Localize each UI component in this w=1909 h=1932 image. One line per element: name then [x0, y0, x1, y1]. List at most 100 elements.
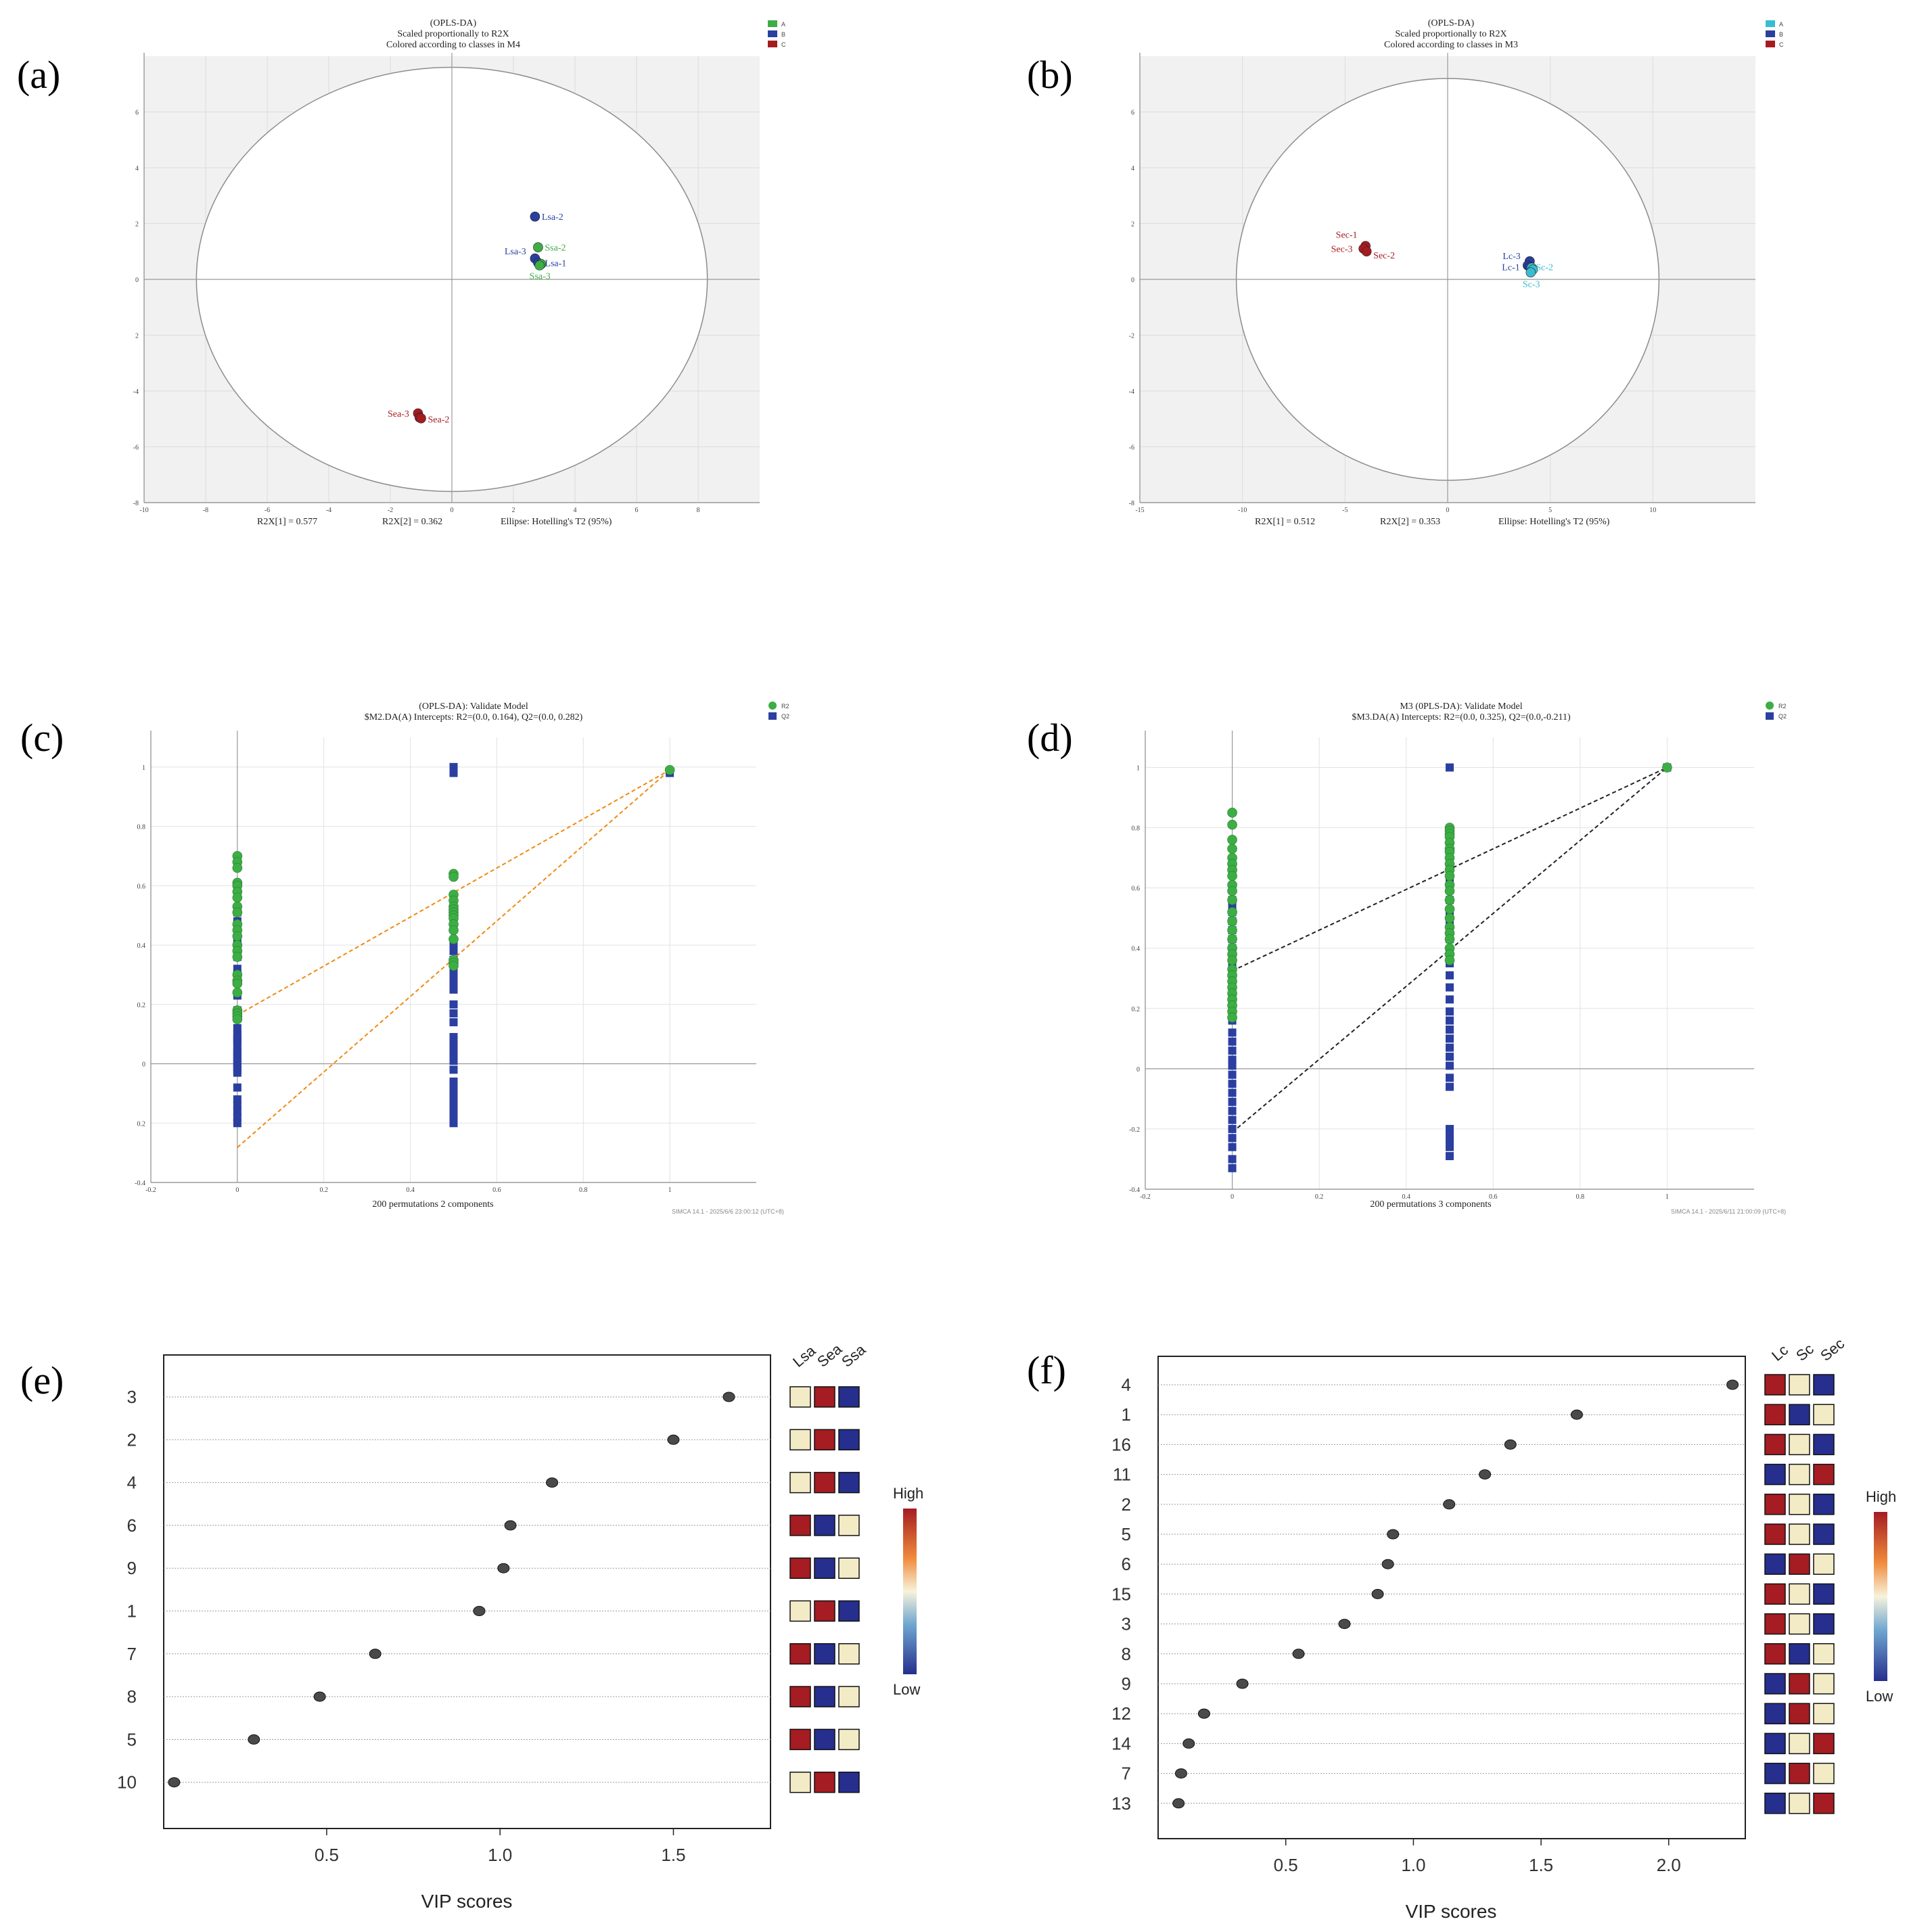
y-tick-label: 4 — [135, 165, 139, 172]
y-tick-label: 0.4 — [137, 942, 146, 950]
panel-c-legend: R2 Q2 — [768, 702, 789, 720]
q2-point — [233, 1068, 242, 1077]
panel-c-points — [232, 762, 675, 1128]
heat-cell — [1764, 1762, 1786, 1785]
panel-a-points: Lsa-2 Ssa-2 Lsa-3 Lsa-1 Ssa-3 Sea-3 Sea-2 — [388, 211, 566, 425]
r2-point — [232, 1014, 243, 1025]
q2-point — [1446, 1043, 1454, 1052]
panel-a-title-2: Scaled proportionally to R2X — [397, 29, 509, 39]
feature-label: 7 — [1122, 1764, 1131, 1784]
feature-label: 8 — [127, 1686, 137, 1707]
panel-d-xlabel: 200 permutations 3 components — [1370, 1199, 1491, 1210]
panel-e-color-bar — [903, 1509, 917, 1674]
feature-label: 1 — [127, 1601, 137, 1622]
panel-d-title-2: $M3.DA(A) Intercepts: R2=(0.0, 0.325), Q… — [1352, 712, 1571, 722]
x-tick-label: -0.2 — [1140, 1193, 1151, 1201]
x-tick-label: 1.0 — [488, 1845, 512, 1865]
heat-cell — [789, 1386, 811, 1408]
vip-point — [313, 1691, 326, 1702]
r2-point — [1444, 895, 1455, 905]
vip-point — [546, 1477, 559, 1488]
panel-label-f: (f) — [1027, 1348, 1066, 1392]
q2-point — [449, 768, 458, 777]
q2-point — [1228, 1134, 1237, 1143]
data-point — [1361, 246, 1372, 257]
heat-cell — [1789, 1793, 1810, 1814]
heat-cell — [1813, 1463, 1835, 1486]
heat-cell — [814, 1686, 835, 1707]
heat-cell — [1764, 1463, 1786, 1486]
q2-point — [1228, 1164, 1237, 1172]
feature-label: 5 — [1122, 1524, 1131, 1544]
panel-b-score-plot: (OPLS-DA) Scaled proportionally to R2X C… — [1129, 18, 1784, 527]
x-tick-label: 1.5 — [661, 1845, 685, 1865]
heat-cell — [1813, 1374, 1835, 1396]
vip-point — [1570, 1409, 1583, 1420]
panel-label-b: (b) — [1027, 53, 1073, 97]
panel-f-legend-high: High — [1866, 1488, 1896, 1505]
legend-label-r2: R2 — [781, 703, 789, 710]
heat-cell — [789, 1600, 811, 1622]
x-tick-label: 2 — [512, 507, 515, 514]
x-tick-label: 0.5 — [315, 1845, 339, 1865]
y-tick-label: -0.4 — [135, 1180, 145, 1187]
q2-point — [449, 1065, 458, 1074]
vip-point — [667, 1434, 680, 1445]
r2-point — [1444, 934, 1455, 944]
data-point — [1525, 267, 1536, 277]
legend-label-b: B — [781, 31, 785, 38]
panel-e-x-axis: 0.5 1.0 1.5 — [315, 1828, 686, 1865]
legend-swatch-r2 — [768, 702, 777, 710]
x-tick-label: 0.2 — [1315, 1193, 1324, 1201]
legend-swatch-b — [768, 30, 777, 37]
legend-label-a: A — [1779, 21, 1783, 28]
q2-point — [1446, 1152, 1454, 1161]
panel-f-legend-low: Low — [1866, 1688, 1893, 1705]
panel-d-axes: -0.2 0 0.2 0.4 0.6 0.8 1-0.4-0.200.20.40.60.81 — [1129, 731, 1754, 1201]
vip-point — [722, 1392, 735, 1402]
r2-point — [448, 925, 459, 936]
r2-point — [1227, 808, 1237, 818]
q2-point — [449, 1119, 458, 1128]
y-tick-label: -2 — [1129, 333, 1134, 340]
feature-label: 6 — [1122, 1554, 1131, 1574]
panel-f-xlabel: VIP scores — [1406, 1901, 1497, 1922]
point-label: Sc-3 — [1523, 280, 1540, 290]
vip-point — [1443, 1499, 1456, 1510]
legend-label-b: B — [1779, 31, 1783, 38]
data-point — [416, 413, 426, 423]
r2-point — [1227, 886, 1237, 896]
panel-f-col-sec: Sec — [1817, 1335, 1847, 1364]
heat-cell — [1789, 1404, 1810, 1425]
heat-cell — [1764, 1404, 1786, 1425]
r2-point — [232, 931, 243, 942]
heat-cell — [814, 1771, 835, 1793]
y-tick-label: 0 — [142, 1061, 145, 1069]
heat-cell — [814, 1386, 835, 1408]
legend-swatch-q2 — [1766, 712, 1774, 720]
panel-e-col-ssa: Ssa — [838, 1341, 869, 1371]
legend-label-c: C — [1779, 41, 1784, 48]
point-label: Sec-2 — [1373, 251, 1395, 261]
heat-cell — [1789, 1762, 1810, 1785]
panel-e-rows: 3 2 4 6 9 1 7 8 5 10 — [117, 1387, 770, 1793]
x-tick-label: 0 — [235, 1187, 239, 1194]
heat-cell — [1789, 1583, 1810, 1605]
q2-point — [1228, 1061, 1237, 1070]
r2-point — [1444, 955, 1455, 965]
panel-label-a: (a) — [17, 53, 60, 97]
heat-cell — [838, 1557, 860, 1579]
y-tick-label: -6 — [133, 444, 139, 452]
feature-label: 6 — [127, 1515, 137, 1536]
y-tick-label: 0.6 — [137, 883, 146, 890]
x-tick-label: -5 — [1342, 507, 1348, 514]
vip-point — [1726, 1379, 1739, 1390]
point-label: Ssa-3 — [530, 271, 551, 281]
r2-point — [1227, 916, 1237, 926]
point-label: Lsa-3 — [505, 247, 526, 257]
panel-d-points — [1227, 762, 1672, 1172]
heat-cell — [1789, 1523, 1810, 1545]
